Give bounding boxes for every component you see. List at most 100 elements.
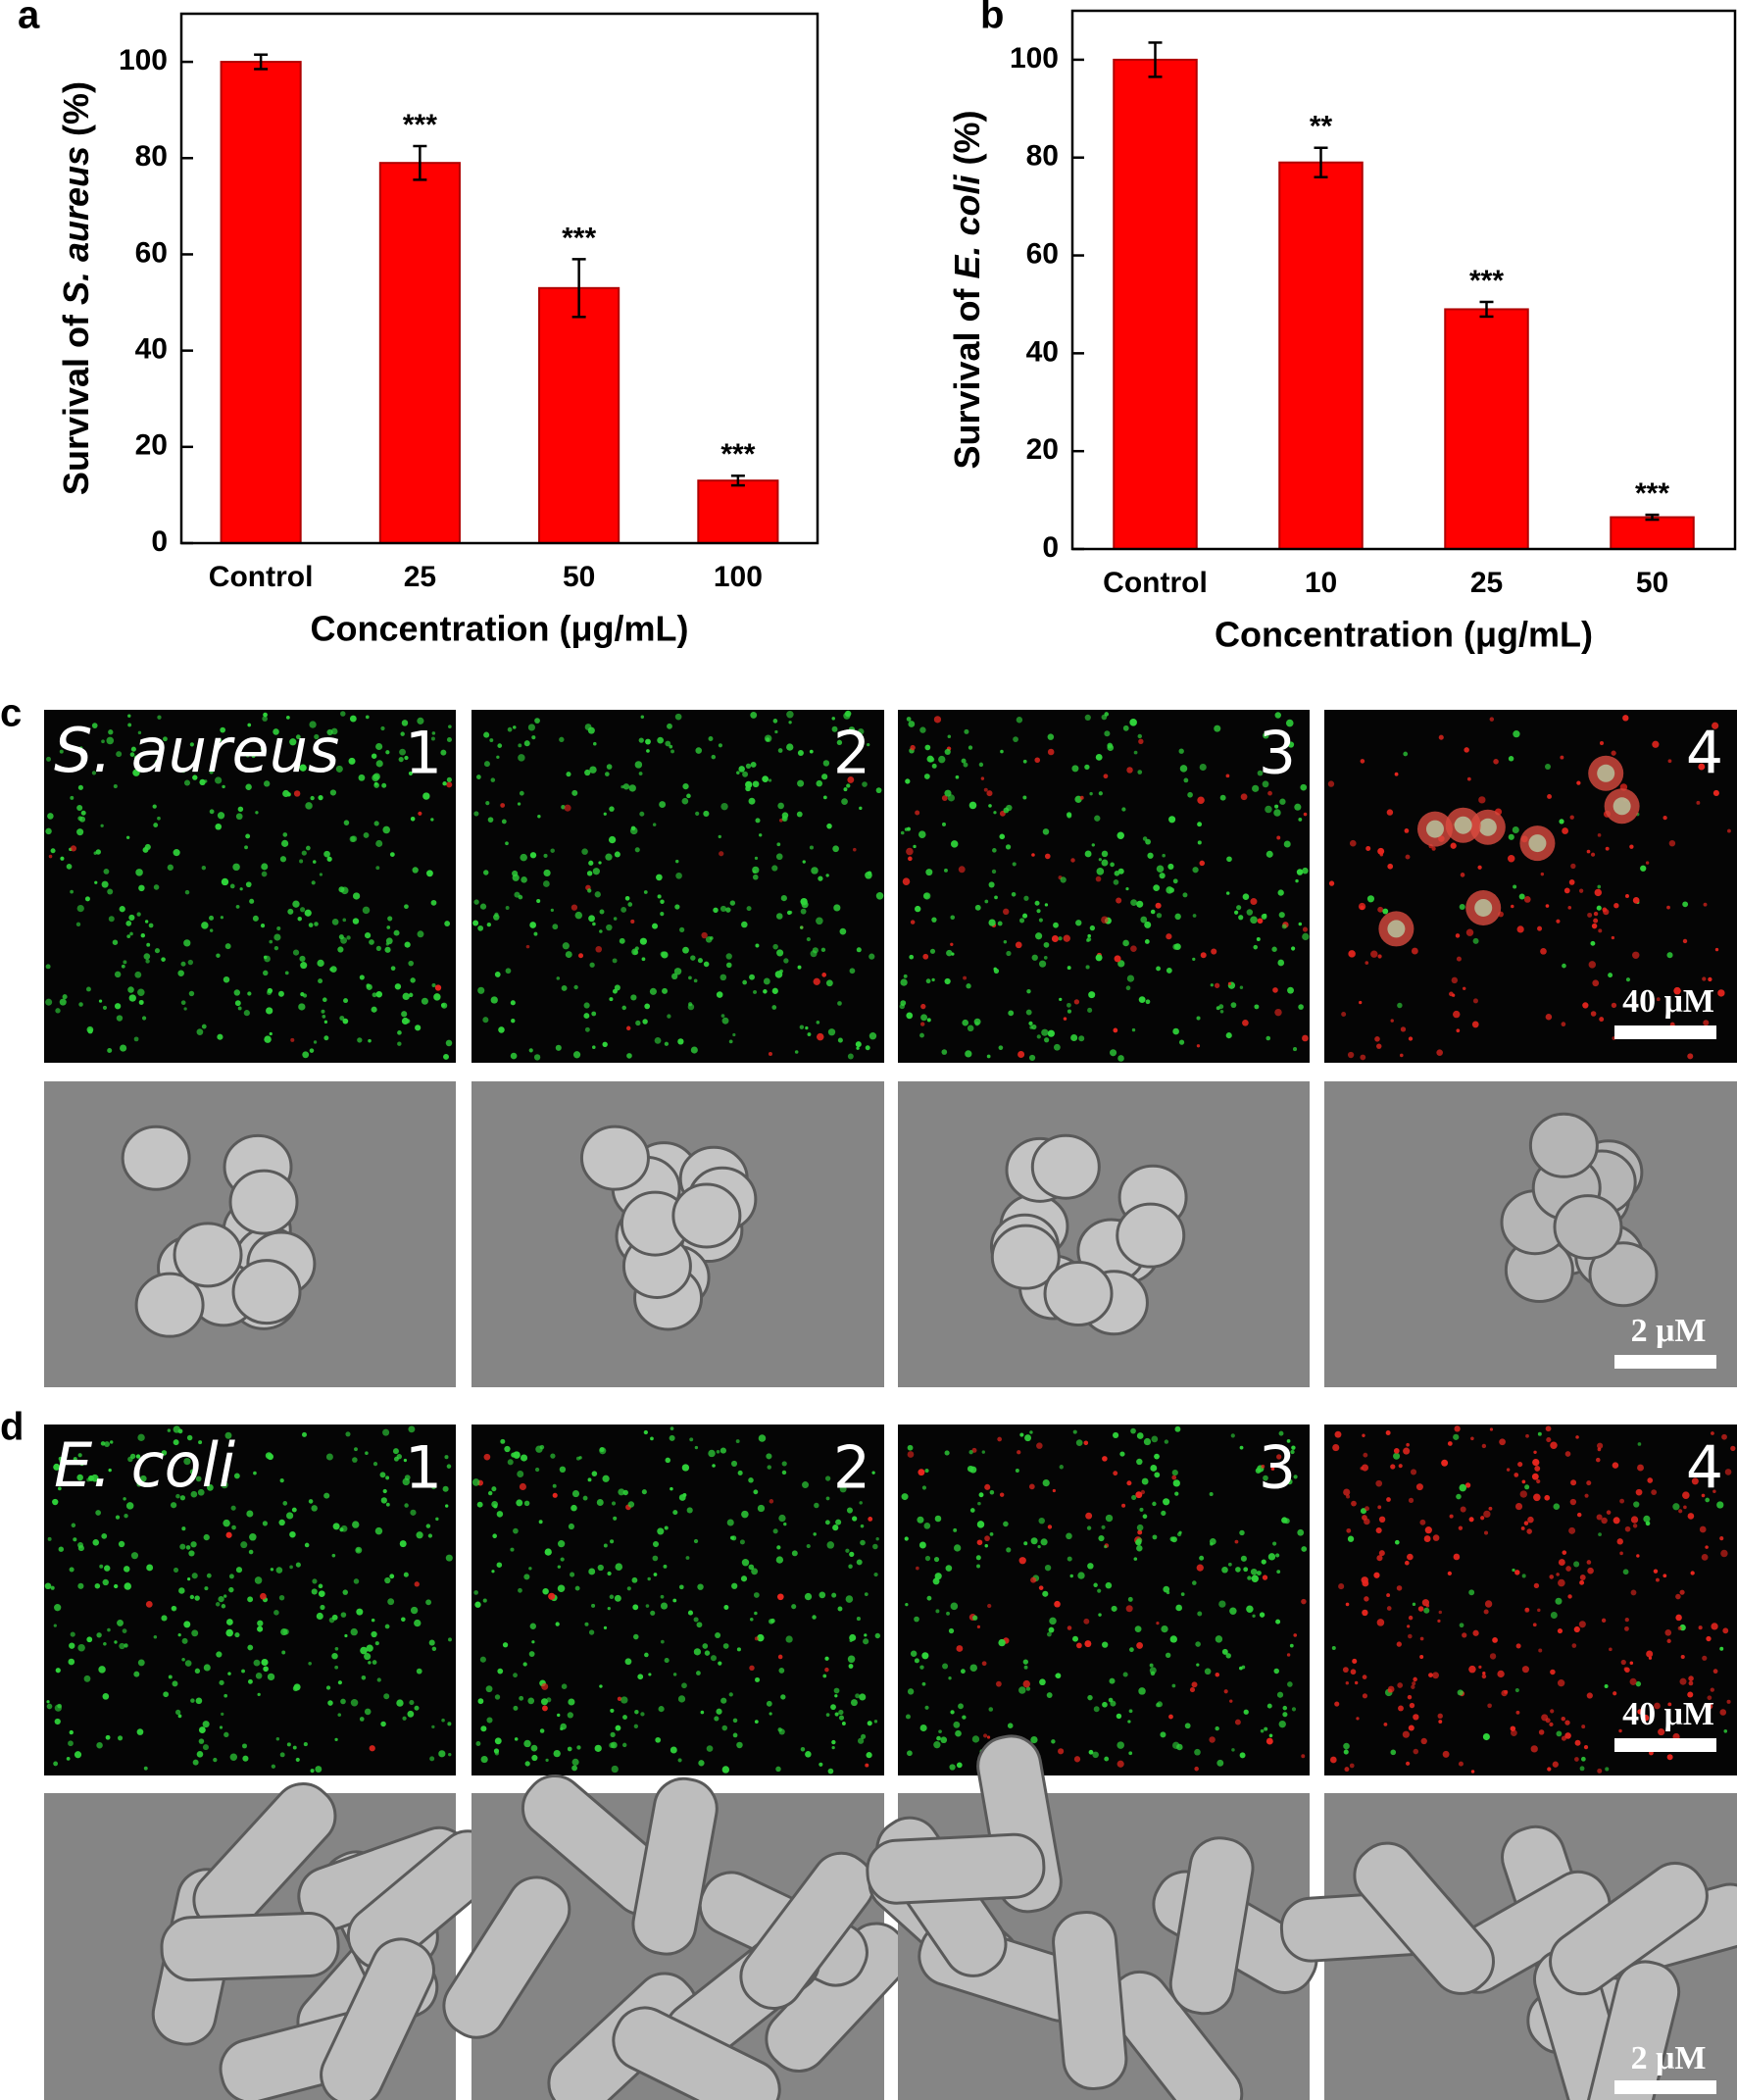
cell <box>1385 1430 1391 1435</box>
cell <box>1075 920 1082 926</box>
cell <box>924 1468 929 1474</box>
cell <box>101 739 105 744</box>
cell <box>385 750 390 755</box>
cell <box>1592 979 1600 987</box>
cell <box>685 1556 690 1560</box>
cell <box>1239 1752 1246 1759</box>
cell <box>606 924 613 931</box>
cell <box>1432 1672 1439 1679</box>
cell <box>418 811 422 816</box>
y-axis-title-part: Survival of <box>56 314 96 495</box>
aggregate-core <box>1613 797 1631 816</box>
cell <box>822 795 827 800</box>
cell <box>799 1025 805 1029</box>
cell <box>1711 1431 1714 1435</box>
cell <box>1421 1599 1430 1607</box>
y-tick-label: 20 <box>1026 433 1059 466</box>
cell <box>534 718 540 724</box>
cell <box>429 1756 435 1762</box>
cell <box>1122 725 1129 731</box>
cell <box>559 1466 567 1474</box>
cell <box>531 1640 535 1644</box>
cell <box>407 1710 415 1718</box>
cell <box>422 792 430 800</box>
cell <box>1160 1731 1166 1738</box>
cell <box>1328 880 1335 886</box>
cell <box>1472 937 1479 944</box>
cell <box>1419 1519 1426 1525</box>
cell <box>1252 1614 1256 1618</box>
cell <box>1053 922 1059 928</box>
cell <box>977 1501 981 1506</box>
cell <box>1164 1439 1169 1444</box>
cell <box>1680 1654 1685 1660</box>
cell <box>816 779 823 787</box>
cell <box>1564 1720 1570 1725</box>
cell <box>936 1735 941 1741</box>
cell <box>105 1734 111 1740</box>
cell <box>1398 1705 1404 1712</box>
cell <box>540 1698 548 1706</box>
y-axis-title-part: E. coli <box>947 174 987 278</box>
cell <box>856 1559 863 1566</box>
cell <box>1142 836 1148 841</box>
cell <box>68 1740 74 1747</box>
cell <box>1096 868 1105 875</box>
cell <box>801 901 809 909</box>
cell <box>660 899 665 904</box>
cell <box>1487 1703 1492 1709</box>
cell <box>748 1477 754 1483</box>
cell <box>167 864 174 871</box>
coccus <box>1030 1133 1101 1200</box>
cell <box>1022 759 1027 764</box>
cell <box>739 1539 745 1545</box>
cell <box>1390 1019 1394 1023</box>
cell <box>177 1714 182 1719</box>
cell <box>944 868 948 873</box>
cell <box>1083 1440 1089 1446</box>
cell <box>757 1633 765 1642</box>
cell <box>1005 844 1012 850</box>
cell <box>180 961 186 967</box>
cell <box>364 1653 372 1661</box>
y-tick-label: 40 <box>1026 335 1059 368</box>
cell <box>900 978 908 986</box>
cell <box>968 801 977 810</box>
scale-bar <box>1614 1355 1716 1369</box>
cell <box>1374 1036 1380 1042</box>
cell <box>1008 1010 1015 1017</box>
cell <box>353 1578 360 1584</box>
cell <box>780 895 787 902</box>
cell <box>1464 1482 1471 1488</box>
cell <box>1272 1541 1277 1546</box>
cell <box>682 946 689 954</box>
cell <box>1296 869 1304 875</box>
cell <box>319 873 323 876</box>
cell <box>431 982 436 988</box>
cell <box>1524 1484 1530 1490</box>
cell <box>738 766 745 773</box>
cell <box>1719 1709 1727 1716</box>
cell <box>1147 852 1154 859</box>
cell <box>807 1032 812 1036</box>
cell <box>1149 1667 1157 1675</box>
cell <box>479 903 487 910</box>
cell <box>124 1513 128 1519</box>
cell <box>664 1658 670 1664</box>
cell <box>143 1766 148 1771</box>
cell <box>527 1697 535 1705</box>
cell <box>1239 985 1244 989</box>
cell <box>1138 1687 1146 1695</box>
cell <box>517 802 521 806</box>
cell <box>802 860 806 864</box>
cell <box>385 1502 390 1507</box>
cell <box>1088 991 1096 999</box>
cell <box>753 1592 760 1598</box>
cell <box>1150 909 1156 915</box>
cell <box>583 1002 590 1009</box>
cell <box>1672 1503 1680 1511</box>
cell <box>1571 1643 1577 1648</box>
cell <box>1070 858 1075 863</box>
cell <box>375 945 381 951</box>
cell <box>1270 1467 1275 1471</box>
